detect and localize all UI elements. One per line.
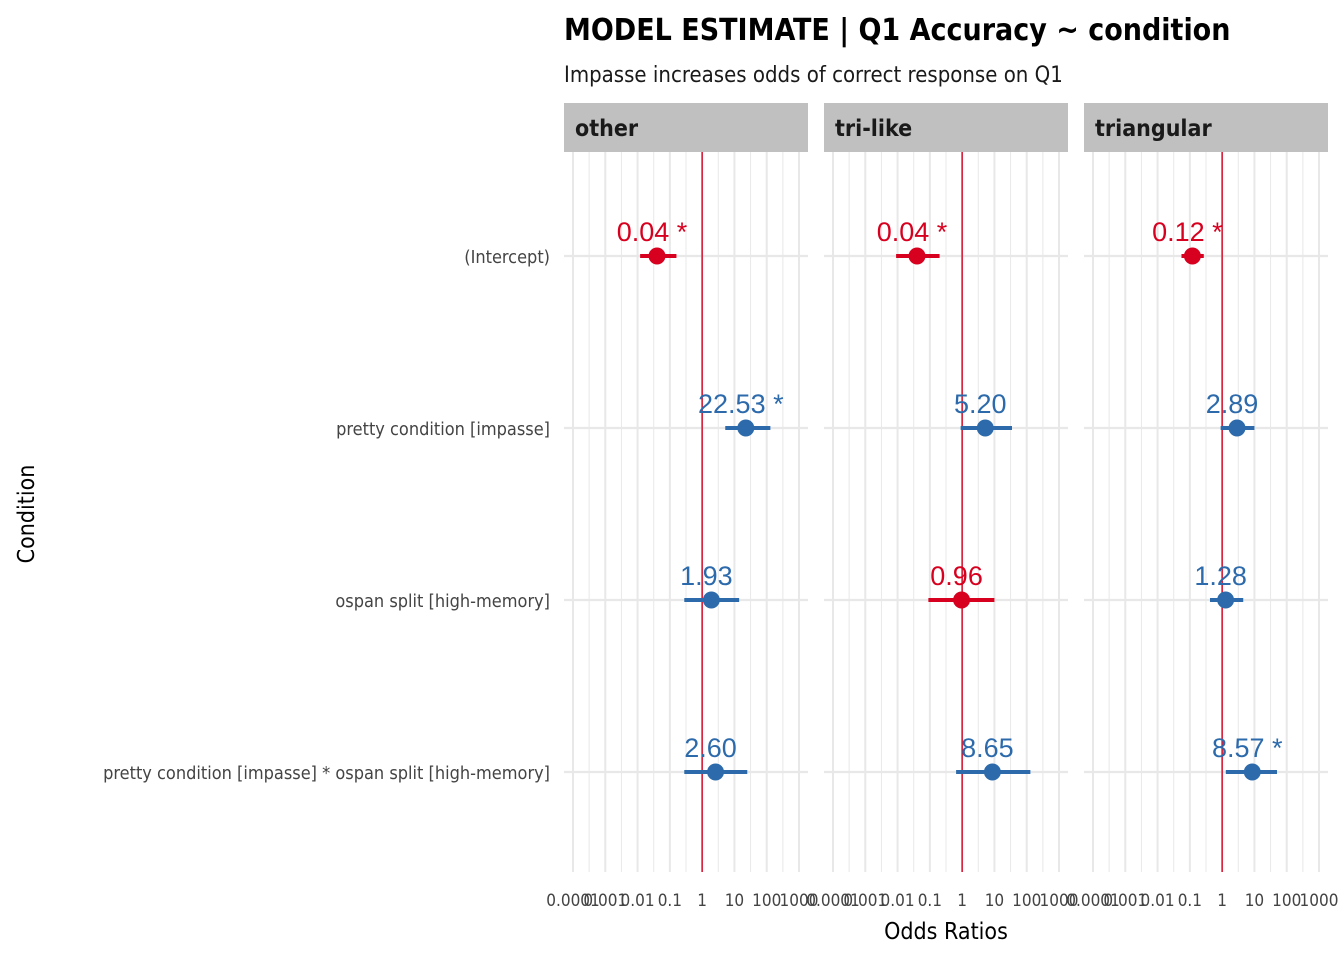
estimate-label: 0.12 * — [1152, 217, 1223, 247]
x-tick-label: 0.0001 — [1066, 891, 1120, 911]
estimate-label: 22.53 * — [698, 389, 784, 419]
x-tick-label: 0.01 — [621, 891, 655, 911]
x-tick-label: 0.001 — [843, 891, 887, 911]
y-tick-label: pretty condition [impasse] * ospan split… — [103, 763, 550, 784]
x-tick-label: 0.0001 — [546, 891, 600, 911]
estimate-point — [1217, 591, 1235, 609]
estimate-point — [983, 763, 1001, 781]
x-tick-label: 1000 — [780, 891, 819, 911]
facet-strip — [824, 103, 1068, 152]
facet-strip-label: triangular — [1095, 116, 1212, 142]
estimate-label: 0.96 — [930, 561, 983, 591]
chart-subtitle: Impasse increases odds of correct respon… — [564, 63, 1063, 88]
estimate-label: 0.04 * — [617, 217, 688, 247]
x-tick-label: 10 — [985, 891, 1004, 911]
estimate-point — [648, 247, 666, 265]
estimate-label: 0.04 * — [877, 217, 948, 247]
x-tick-label: 0.01 — [1141, 891, 1175, 911]
estimate-point — [1228, 419, 1246, 437]
x-tick-label: 1 — [1217, 891, 1227, 911]
estimate-point — [737, 419, 755, 437]
x-tick-label: 0.001 — [583, 891, 627, 911]
estimate-label: 8.57 * — [1212, 733, 1283, 763]
x-axis-title: Odds Ratios — [884, 919, 1008, 945]
x-tick-label: 100 — [1272, 891, 1301, 911]
x-tick-label: 1 — [697, 891, 707, 911]
estimate-point — [1183, 247, 1201, 265]
estimate-point — [976, 419, 994, 437]
x-tick-label: 0.0001 — [806, 891, 860, 911]
estimate-point — [1243, 763, 1261, 781]
x-tick-label: 10 — [725, 891, 744, 911]
facet-panel-triangular: triangular 0.12 * 2.89 1.28 8.57 * 0.00010.00… — [1066, 103, 1338, 911]
x-tick-label: 100 — [1012, 891, 1041, 911]
x-tick-label: 1000 — [1040, 891, 1079, 911]
facet-panel-other: other 0.04 * 22.53 * 1.93 2.60 0.00010.0010.0… — [546, 103, 818, 911]
x-tick-label: 1 — [957, 891, 967, 911]
y-tick-label: pretty condition [impasse] — [336, 419, 550, 440]
estimate-label: 5.20 — [954, 389, 1007, 419]
x-tick-label: 10 — [1245, 891, 1264, 911]
x-tick-label: 0.1 — [918, 891, 942, 911]
x-tick-label: 0.1 — [658, 891, 682, 911]
facet-strip — [564, 103, 808, 152]
y-tick-label: ospan split [high-memory] — [335, 591, 550, 612]
estimate-point — [908, 247, 926, 265]
facet-strip-label: tri-like — [835, 116, 912, 142]
y-axis-title: Condition — [14, 465, 40, 564]
x-tick-label: 0.01 — [881, 891, 915, 911]
x-tick-label: 0.001 — [1103, 891, 1147, 911]
chart-title: MODEL ESTIMATE | Q1 Accuracy ~ condition — [564, 13, 1230, 48]
estimate-label: 8.65 — [961, 733, 1014, 763]
y-tick-label: (Intercept) — [464, 247, 550, 268]
facet-panel-tri-like: tri-like 0.04 * 5.20 0.96 8.65 0.00010.0010.0… — [806, 103, 1078, 911]
plot-area: (Intercept) pretty condition [impasse] osp… — [103, 103, 1338, 911]
estimate-label: 1.93 — [680, 561, 733, 591]
estimate-label: 2.89 — [1206, 389, 1259, 419]
estimate-label: 1.28 — [1194, 561, 1247, 591]
estimate-label: 2.60 — [684, 733, 737, 763]
x-tick-label: 100 — [752, 891, 781, 911]
facet-strip — [1084, 103, 1328, 152]
estimate-point — [702, 591, 720, 609]
facet-strip-label: other — [575, 116, 639, 142]
estimate-point — [707, 763, 725, 781]
x-tick-label: 1000 — [1300, 891, 1339, 911]
x-tick-label: 0.1 — [1178, 891, 1202, 911]
estimate-point — [953, 591, 971, 609]
